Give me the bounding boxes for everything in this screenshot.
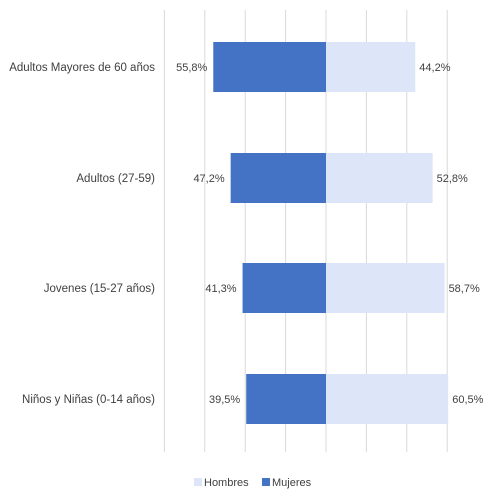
- bar-mujeres: [230, 153, 326, 203]
- legend-swatch-hombres: [194, 478, 202, 486]
- bars: [213, 42, 449, 424]
- value-label-hombres: 58,7%: [449, 283, 480, 295]
- bar-hombres: [326, 42, 416, 92]
- value-labels: 55,8% 44,2% 47,2% 52,8% 41,3% 58,7% 39,5% 60,5%: [176, 62, 484, 406]
- bar-hombres: [326, 153, 433, 203]
- value-label-hombres: 60,5%: [452, 394, 483, 406]
- bar-mujeres: [242, 263, 326, 313]
- category-label: Adultos (27-59): [76, 173, 155, 185]
- value-label-mujeres: 47,2%: [193, 173, 224, 185]
- value-label-hombres: 52,8%: [437, 173, 468, 185]
- bar-hombres: [326, 374, 449, 424]
- value-label-mujeres: 39,5%: [209, 394, 240, 406]
- legend-label-mujeres[interactable]: Mujeres: [272, 477, 312, 489]
- category-labels: Adultos Mayores de 60 años Adultos (27-59…: [9, 62, 155, 406]
- value-label-mujeres: 55,8%: [176, 62, 207, 74]
- bar-mujeres: [246, 374, 326, 424]
- legend[interactable]: Hombres Mujeres: [194, 477, 312, 489]
- value-label-mujeres: 41,3%: [205, 283, 236, 295]
- legend-swatch-mujeres: [262, 478, 270, 486]
- legend-label-hombres[interactable]: Hombres: [204, 477, 249, 489]
- bar-hombres: [326, 263, 445, 313]
- category-label: Jovenes (15-27 años): [44, 283, 155, 295]
- category-label: Niños y Niñas (0-14 años): [22, 394, 155, 406]
- bar-mujeres: [213, 42, 326, 92]
- value-label-hombres: 44,2%: [419, 62, 450, 74]
- category-label: Adultos Mayores de 60 años: [9, 62, 155, 74]
